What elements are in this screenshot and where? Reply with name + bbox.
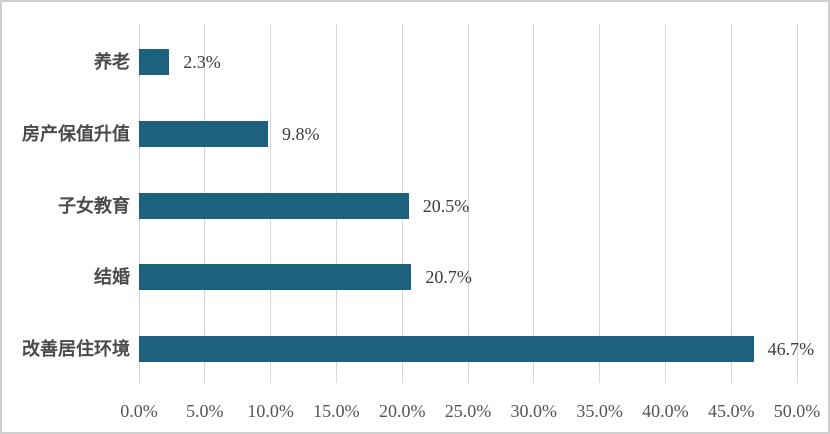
gridline (533, 24, 535, 383)
bar-3 (139, 192, 409, 219)
x-axis-tick-label: 10.0% (247, 401, 294, 421)
value-label: 9.8% (281, 123, 320, 144)
gridline (467, 24, 469, 383)
x-axis-tick-label: 40.0% (642, 401, 689, 421)
gridline (730, 24, 732, 383)
category-label: 房产保值升值 (22, 123, 130, 144)
x-axis-tick-label: 20.0% (378, 401, 426, 421)
gridline (664, 24, 666, 383)
category-label: 改善居住环境 (22, 339, 130, 360)
x-axis-tick-label: 15.0% (313, 401, 360, 421)
x-axis-tick-label: 0.0% (120, 401, 158, 421)
value-label: 2.3% (183, 51, 221, 72)
category-label: 子女教育 (58, 195, 130, 216)
value-label: 20.7% (425, 267, 472, 288)
bar-1 (139, 48, 170, 75)
value-label: 46.7% (767, 339, 815, 360)
category-label: 结婚 (94, 267, 130, 288)
bar-4 (139, 264, 412, 291)
gridline (796, 24, 798, 383)
x-axis-tick-label: 50.0% (773, 401, 821, 421)
bar-2 (139, 120, 268, 147)
x-axis-tick-label: 25.0% (444, 401, 492, 421)
x-axis-tick-label: 45.0% (707, 401, 755, 421)
bar-5 (139, 336, 754, 363)
x-axis-tick-label: 35.0% (576, 401, 623, 421)
value-label: 20.5% (422, 195, 470, 216)
x-axis-tick-label: 5.0% (186, 401, 224, 421)
gridline (599, 24, 601, 383)
x-axis-tick-label: 30.0% (510, 401, 558, 421)
category-label: 养老 (94, 51, 130, 72)
